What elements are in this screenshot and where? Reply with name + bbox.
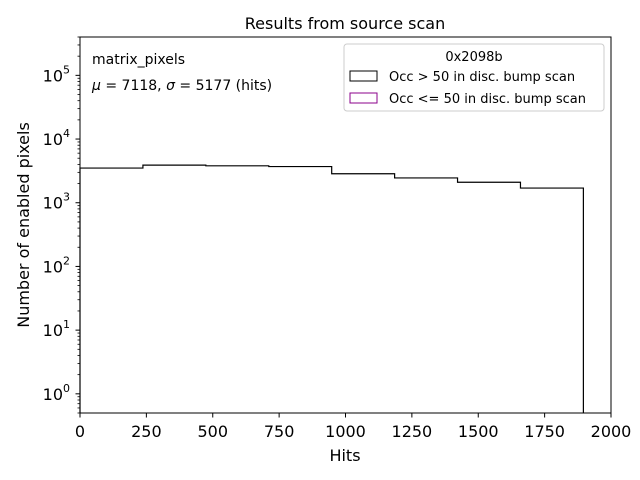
y-tick-label: 105 [43,63,70,85]
x-tick-label: 2000 [591,422,632,441]
legend-title: 0x2098b [445,50,502,65]
x-tick-label: 250 [131,422,162,441]
legend-swatch-occ-gt-50 [349,70,378,82]
legend-swatch-occ-le-50 [349,92,378,104]
annotation-stats: μ = 7118, σ = 5177 (hits) [91,78,272,94]
legend-entry-occ-le-50: Occ <= 50 in disc. bump scan [389,92,586,107]
x-tick-label: 1250 [392,422,433,441]
legend-box [343,43,605,112]
mu-symbol: μ [91,78,101,94]
y-tick-label: 103 [43,191,70,213]
x-axis-label: Hits [329,446,360,465]
y-tick-label: 102 [43,254,70,276]
y-tick-label: 104 [43,127,70,149]
sigma-symbol: σ [166,78,176,94]
y-axis-label: Number of enabled pixels [14,122,33,328]
y-tick-label: 100 [43,382,70,404]
series-layer [79,164,584,413]
histogram-series-0 [79,164,584,413]
legend-entry-occ-gt-50: Occ > 50 in disc. bump scan [389,70,575,85]
x-tick-label: 500 [197,422,228,441]
y-tick-label: 101 [43,318,70,340]
x-tick-label: 1500 [458,422,499,441]
x-tick-label: 1000 [325,422,366,441]
y-axis-ticks: 100 101 102 103 104 105 [43,36,80,414]
x-tick-label: 1750 [524,422,565,441]
annotation-label: matrix_pixels [92,52,185,68]
mu-value: = 7118, [101,78,166,94]
x-tick-label: 0 [75,422,85,441]
x-axis-ticks: 0 250 500 750 1000 1250 1500 1750 2000 [75,413,631,441]
chart-title: Results from source scan [245,14,445,33]
sigma-value: = 5177 (hits) [175,78,272,94]
x-tick-label: 750 [264,422,295,441]
legend: 0x2098b Occ > 50 in disc. bump scan Occ … [343,43,605,112]
